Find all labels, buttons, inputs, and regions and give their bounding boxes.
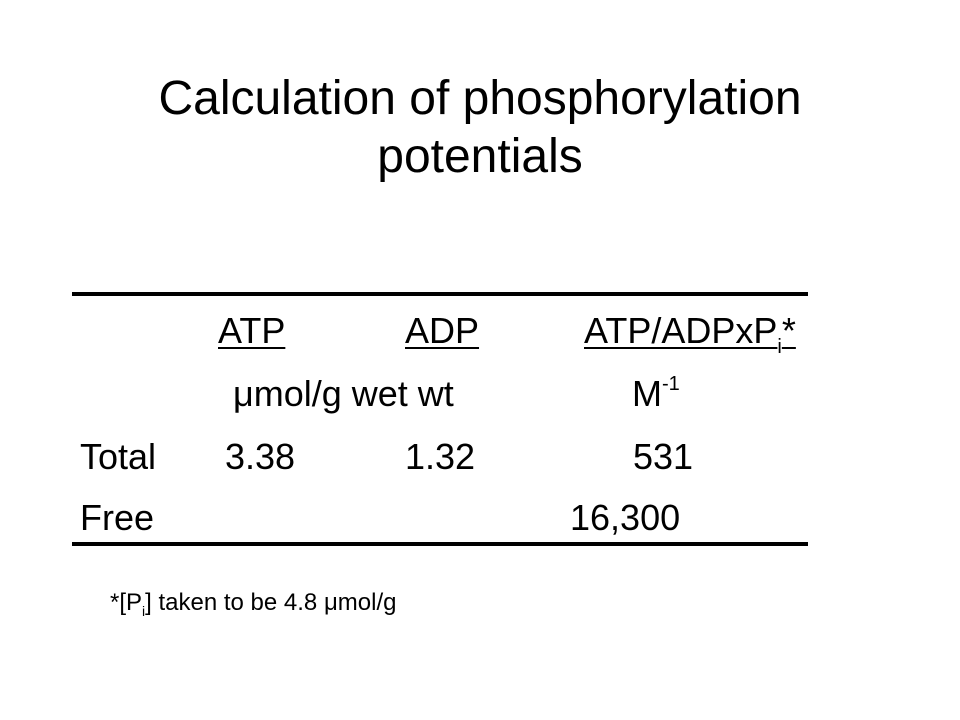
- row-free-ratio: 16,300: [570, 497, 681, 538]
- units-molar-text: M: [632, 373, 662, 414]
- units-concentration: μmol/g wet wt: [233, 373, 454, 415]
- footnote-unit: mol/g: [337, 589, 397, 616]
- row-free-label: Free: [80, 497, 155, 538]
- table-bottom-rule: [72, 542, 808, 546]
- row-total-atp: 3.38: [225, 436, 296, 477]
- row-total-ratio: 531: [633, 436, 694, 477]
- footnote-suffix: ] taken to be 4.8: [145, 589, 324, 616]
- footnote-mu: μ: [323, 589, 338, 616]
- header-atp: ATP: [218, 310, 286, 351]
- header-ratio-star: *: [781, 310, 796, 351]
- slide-title: Calculation of phosphorylation potential…: [0, 70, 960, 186]
- units-molar: M-1: [632, 373, 680, 421]
- header-ratio-sub: i: [777, 336, 782, 358]
- footnote-sub: i: [142, 603, 146, 619]
- units-molar-exp: -1: [662, 373, 680, 395]
- title-line-2: potentials: [377, 130, 583, 183]
- row-total-label: Total: [80, 436, 157, 477]
- footnote-prefix: *[P: [110, 589, 143, 616]
- title-line-1: Calculation of phosphorylation: [158, 72, 802, 125]
- table-top-rule: [72, 292, 808, 296]
- mu-symbol: μ: [233, 373, 254, 414]
- footnote: *[Pi] taken to be 4.8 μmol/g: [110, 588, 396, 620]
- units-conc-text: mol/g wet wt: [253, 373, 454, 414]
- header-ratio: ATP/ADPxPi*: [584, 310, 796, 358]
- header-adp: ADP: [405, 310, 480, 351]
- row-total-adp: 1.32: [405, 436, 476, 477]
- header-ratio-main: ATP/ADPxP: [584, 310, 778, 351]
